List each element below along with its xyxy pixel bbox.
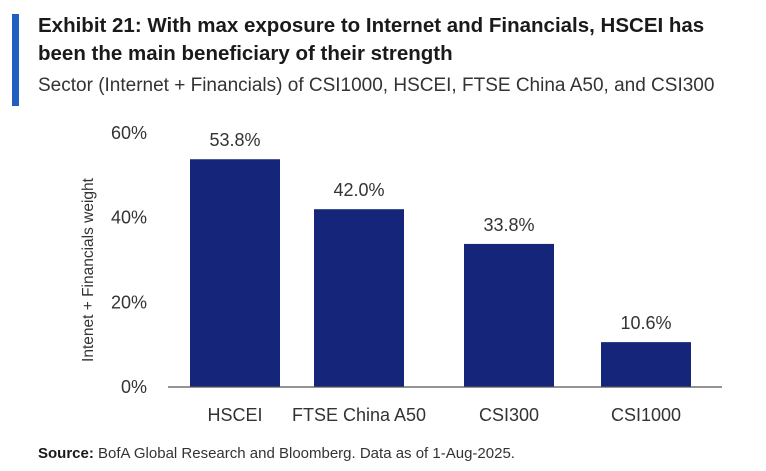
y-axis-label: Intenet + Financials weight <box>80 177 97 362</box>
bar <box>314 209 404 387</box>
bar <box>190 159 280 387</box>
y-tick-label: 20% <box>111 292 147 312</box>
y-tick-label: 0% <box>121 377 147 397</box>
data-label: 10.6% <box>620 313 671 333</box>
chart-title: Exhibit 21: With max exposure to Interne… <box>38 14 705 65</box>
chart-subtitle: Sector (Internet + Financials) of CSI100… <box>38 75 715 96</box>
x-tick-label: HSCEI <box>207 405 262 425</box>
source-text: BofA Global Research and Bloomberg. Data… <box>98 445 515 462</box>
bar-chart: 0% 20% 40% 60% Intenet + Financials weight 53… <box>80 123 722 425</box>
x-tick-label: CSI1000 <box>611 405 681 425</box>
accent-bar <box>12 14 19 106</box>
bar <box>464 243 554 387</box>
y-tick-label: 40% <box>111 208 147 228</box>
source-label: Source: <box>38 445 94 462</box>
bar <box>601 342 691 387</box>
y-tick-label: 60% <box>111 123 147 143</box>
data-label: 42.0% <box>333 180 384 200</box>
data-label: 33.8% <box>483 215 534 235</box>
x-tick-label: FTSE China A50 <box>292 405 426 425</box>
x-tick-label: CSI300 <box>479 405 539 425</box>
source-note: Source: BofA Global Research and Bloombe… <box>38 445 515 462</box>
data-label: 53.8% <box>209 130 260 150</box>
